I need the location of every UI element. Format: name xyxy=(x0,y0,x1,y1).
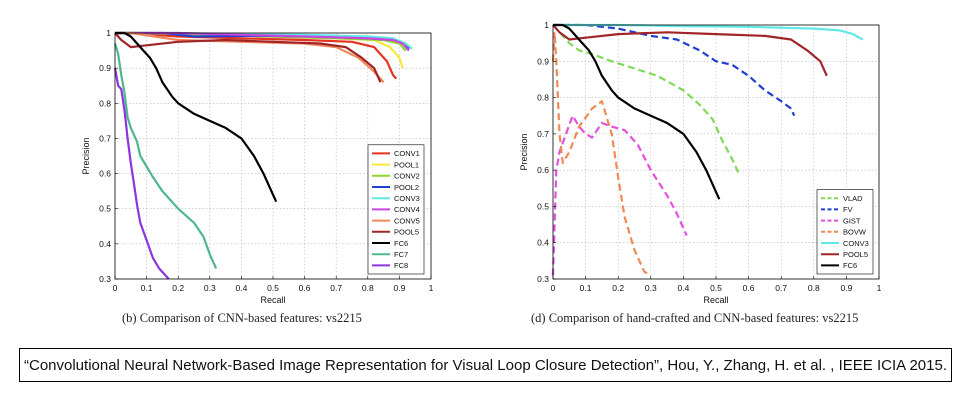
chart0-legend-label-conv1: CONV1 xyxy=(394,149,420,158)
chart1-y-tick-label: 0.3 xyxy=(537,274,549,284)
chart1-series-line-gist xyxy=(551,114,688,276)
chart1-y-tick-label: 0.8 xyxy=(537,93,549,103)
chart1-x-tick-label: 0.6 xyxy=(743,283,755,293)
chart1-x-axis-label: Recall xyxy=(703,295,728,305)
chart0-legend-label-conv4: CONV4 xyxy=(394,205,420,214)
chart1-x-tick-label: 0.9 xyxy=(840,283,852,293)
chart1-x-tick-label: 0.3 xyxy=(645,283,657,293)
chart1-y-tick-label: 0.4 xyxy=(537,238,549,248)
chart1-x-tick-label: 0.2 xyxy=(612,283,624,293)
chart1-y-tick-label: 0.7 xyxy=(537,129,549,139)
chart1-x-tick-label: 0.8 xyxy=(808,283,820,293)
charts-area: 0 0.1 0.2 0.3 0.4 0.5 0.6 0.7 0.8 0.9 1 0.3 0.4 0.5 0.… xyxy=(81,20,882,305)
chart0-x-axis-label: Recall xyxy=(260,295,285,305)
chart0-legend-label-conv2: CONV2 xyxy=(394,172,420,181)
chart0-legend-label-fc6: FC6 xyxy=(394,239,408,248)
chart1-x-tick-label: 0.5 xyxy=(710,283,722,293)
chart1-legend-label-vlad: VLAD xyxy=(843,194,863,203)
chart0-y-axis-label: Precision xyxy=(81,137,91,174)
chart0-x-tick-label: 0.7 xyxy=(330,283,342,293)
citation-box: “Convolutional Neural Network-Based Imag… xyxy=(19,348,952,382)
chart0-legend-label-fc8: FC8 xyxy=(394,261,408,270)
chart1-series-line-pool5 xyxy=(552,24,828,77)
chart0-x-tick-label: 0.3 xyxy=(204,283,216,293)
chart0-series-line-pool5 xyxy=(114,32,382,83)
chart0-series-line-fc6 xyxy=(115,31,278,203)
chart1-legend-label-pool5: POOL5 xyxy=(843,250,868,259)
chart0-legend-label-conv5: CONV5 xyxy=(394,216,420,225)
chart0-y-tick-label: 0.4 xyxy=(99,239,111,249)
chart0-y-tick-label: 0.6 xyxy=(99,169,111,179)
chart1-y-tick-label: 0.9 xyxy=(537,56,549,66)
chart0-legend-label-pool5: POOL5 xyxy=(394,228,419,237)
chart1-x-tick-label: 1 xyxy=(877,283,882,293)
cnn-features-pr-chart: 0 0.1 0.2 0.3 0.4 0.5 0.6 0.7 0.8 0.9 1 0.3 0.4 0.5 0.… xyxy=(81,20,882,305)
chart1-x-tick-label: 0.4 xyxy=(677,283,689,293)
chart1-legend-label-fc6: FC6 xyxy=(843,261,857,270)
chart1-legend-label-fv: FV xyxy=(843,205,853,214)
chart0-y-tick-label: 0.7 xyxy=(99,133,111,143)
chart0-x-tick-label: 0.4 xyxy=(235,283,247,293)
chart0-legend-label-pool2: POOL2 xyxy=(394,183,419,192)
chart0-series-line-fc8 xyxy=(113,67,170,280)
citation-text: “Convolutional Neural Network-Based Imag… xyxy=(24,356,947,374)
chart1-legend-label-gist: GIST xyxy=(843,216,861,225)
chart0-y-tick-label: 0.3 xyxy=(99,274,111,284)
chart1-series-line-vlad xyxy=(552,24,740,175)
chart1-legend-label-bovw: BOVW xyxy=(843,228,867,237)
chart0-legend-label-conv3: CONV3 xyxy=(394,194,420,203)
chart0-y-tick-label: 0.9 xyxy=(99,63,111,73)
chart1-x-tick-label: 0.1 xyxy=(580,283,592,293)
chart1-y-tick-label: 1 xyxy=(544,20,549,30)
chart1-series-line-fv xyxy=(553,23,796,117)
chart1-legend-label-conv3: CONV3 xyxy=(843,239,869,248)
chart0-x-tick-label: 0.5 xyxy=(267,283,279,293)
chart0-x-tick-label: 0 xyxy=(113,283,118,293)
chart0-x-tick-label: 0.1 xyxy=(141,283,153,293)
chart1-legend-box xyxy=(816,189,874,275)
chart0-y-tick-label: 0.8 xyxy=(99,98,111,108)
chart0-y-tick-label: 0.5 xyxy=(99,204,111,214)
chart-caption-d: (d) Comparison of hand-crafted and CNN-b… xyxy=(531,311,859,325)
chart0-series-line-fc7 xyxy=(113,43,218,269)
chart1-y-axis-label: Precision xyxy=(519,133,529,170)
chart0-x-tick-label: 0.2 xyxy=(172,283,184,293)
chart0-legend-label-pool1: POOL1 xyxy=(394,160,419,169)
chart1-series-line-bovw xyxy=(551,31,652,277)
chart1-y-tick-label: 0.6 xyxy=(537,165,549,175)
chart0-legend-label-fc7: FC7 xyxy=(394,250,408,259)
chart0-series-line-conv1 xyxy=(115,31,398,80)
chart0-x-tick-label: 0.6 xyxy=(299,283,311,293)
chart0-x-tick-label: 1 xyxy=(429,283,434,293)
chart0-y-tick-label: 1 xyxy=(106,28,111,38)
chart1-series-line-fc6 xyxy=(553,23,721,200)
chart-caption-b: (b) Comparison of CNN-based features: vs… xyxy=(122,311,362,325)
chart1-y-tick-label: 0.5 xyxy=(537,201,549,211)
chart0-x-tick-label: 0.9 xyxy=(393,283,405,293)
chart1-x-tick-label: 0.7 xyxy=(775,283,787,293)
chart1-x-tick-label: 0 xyxy=(551,283,556,293)
chart0-x-tick-label: 0.8 xyxy=(362,283,374,293)
